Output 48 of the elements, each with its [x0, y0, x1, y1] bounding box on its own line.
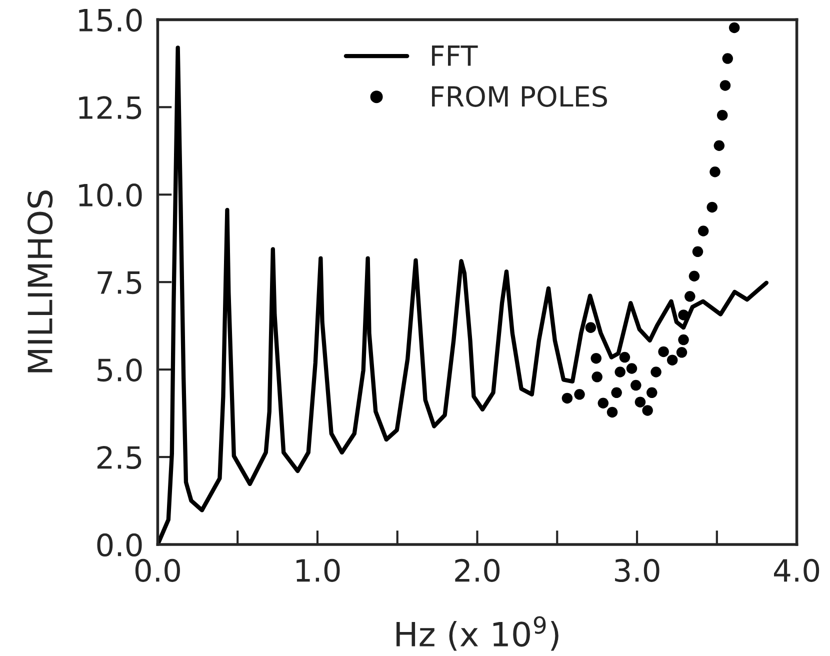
- x-tick-label: 0.0: [135, 558, 180, 582]
- point: [642, 405, 653, 416]
- y-tick-label: 15.0: [79, 8, 142, 32]
- point: [630, 380, 642, 391]
- point: [716, 110, 728, 121]
- y-tick-label: 10.0: [79, 184, 142, 207]
- x-tick-label: 3.0: [615, 558, 660, 582]
- point: [626, 363, 638, 374]
- legend-label: FROM POLES: [432, 86, 607, 107]
- x-tick-label: 1.0: [296, 558, 340, 582]
- y-tick-label: 7.5: [98, 271, 142, 294]
- point: [634, 396, 646, 408]
- point: [592, 372, 602, 382]
- point: [714, 140, 725, 152]
- point: [585, 322, 596, 333]
- x-tick-label: 4.0: [774, 558, 820, 582]
- point: [658, 346, 669, 358]
- point: [720, 80, 731, 91]
- point: [598, 398, 609, 409]
- y-tick-label: 12.5: [79, 96, 142, 120]
- point: [606, 406, 618, 418]
- point: [611, 387, 622, 398]
- legend-label: FFT: [432, 46, 478, 66]
- point: [574, 389, 585, 400]
- y-tick-label: 5.0: [98, 358, 142, 382]
- y-axis-title: MILLIMHOS: [27, 190, 53, 372]
- point: [666, 354, 678, 366]
- point: [650, 366, 662, 378]
- x-tick-label: 2.0: [455, 558, 500, 582]
- y-tick-label: 0.0: [97, 533, 142, 557]
- point: [684, 291, 696, 302]
- point: [722, 53, 733, 64]
- line-series: [158, 46, 769, 544]
- point: [692, 246, 704, 258]
- point: [562, 392, 573, 404]
- x-axis-title: Hz (x 10$^{9}$): [396, 616, 558, 651]
- point: [590, 352, 602, 364]
- y-tick-label: 2.5: [97, 446, 142, 470]
- point: [676, 347, 688, 358]
- point: [678, 334, 689, 346]
- point: [698, 226, 709, 236]
- point: [614, 366, 626, 378]
- point: [688, 270, 700, 282]
- point: [728, 22, 740, 34]
- point: [646, 387, 658, 398]
- point: [706, 202, 718, 213]
- point: [710, 166, 720, 178]
- point: [619, 352, 630, 363]
